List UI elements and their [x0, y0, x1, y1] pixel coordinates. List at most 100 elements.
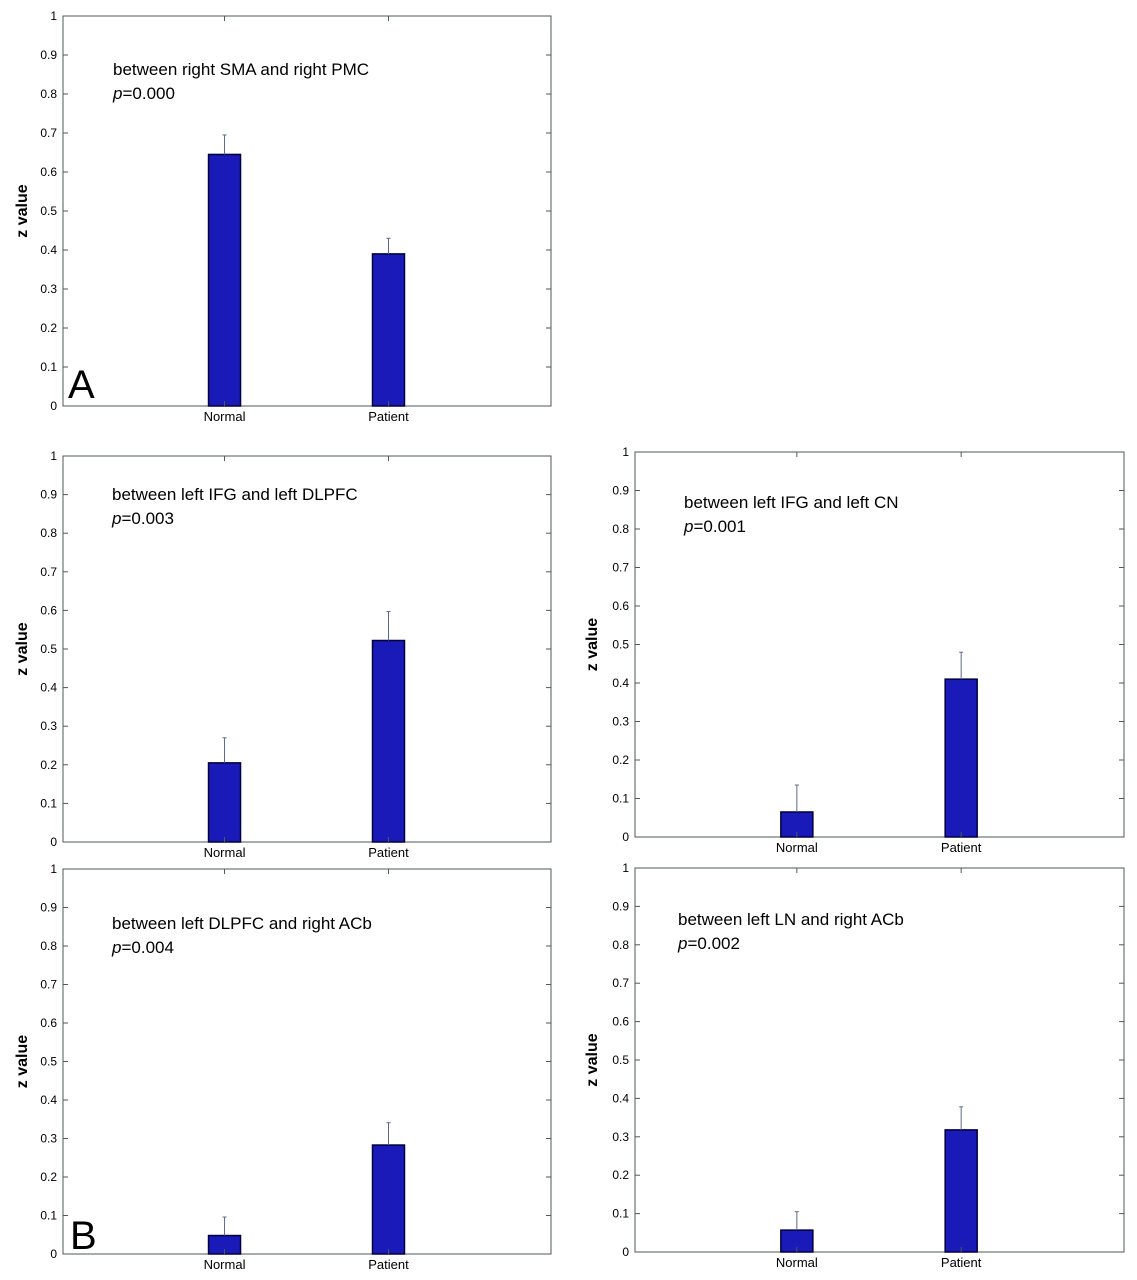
y-tick-label: 1 — [622, 445, 629, 459]
y-tick-label: 0.9 — [40, 488, 57, 502]
y-tick-label: 0.2 — [612, 1168, 629, 1182]
y-tick-label: 0.9 — [612, 484, 629, 498]
y-tick-label: 0.7 — [40, 978, 57, 992]
y-tick-label: 0.4 — [40, 681, 57, 695]
comparison-label: between left IFG and left CN — [684, 493, 899, 512]
y-tick-label: 0.5 — [40, 204, 57, 218]
bar-patient — [944, 1129, 978, 1253]
chart-panel-3: 0 0.1 0.2 0.3 0.4 0.5 0.6 0.7 0.8 0.9 1 Normal Patie… — [584, 445, 1125, 855]
y-axis-label: z value — [584, 618, 601, 671]
y-tick-label: 0.6 — [40, 603, 57, 617]
bar-normal — [207, 153, 242, 407]
y-tick-label: 0 — [622, 1245, 629, 1259]
y-tick-label: 0.2 — [40, 321, 57, 335]
y-tick-label: 0.8 — [40, 87, 57, 101]
x-tick-label: Normal — [776, 1255, 818, 1270]
comparison-label: between left LN and right ACb — [678, 910, 904, 929]
p-value-label: p=0.000 — [112, 84, 175, 103]
y-tick-label: 0 — [50, 835, 57, 849]
chart-panel-5: 0 0.1 0.2 0.3 0.4 0.5 0.6 0.7 0.8 0.9 1 Normal Patie… — [584, 861, 1125, 1270]
bar-patient — [371, 639, 406, 843]
y-tick-label: 0.6 — [612, 1015, 629, 1029]
p-value-label: p=0.004 — [111, 938, 174, 957]
y-tick-label: 0.4 — [40, 243, 57, 257]
y-tick-label: 0 — [50, 399, 57, 413]
x-tick-label: Patient — [941, 1255, 982, 1270]
x-tick-label: Normal — [204, 409, 246, 424]
y-tick-label: 0.5 — [40, 1055, 57, 1069]
p-symbol: p — [112, 84, 122, 103]
y-tick-label: 0.4 — [612, 1091, 629, 1105]
y-axis-label: z value — [14, 1035, 31, 1088]
y-tick-label: 0.6 — [40, 165, 57, 179]
y-tick-label: 0.7 — [612, 976, 629, 990]
p-value-label: p=0.002 — [677, 934, 740, 953]
y-tick-label: 0.4 — [40, 1093, 57, 1107]
y-tick-label: 1 — [622, 861, 629, 875]
p-symbol: p — [683, 517, 693, 536]
y-tick-label: 0.9 — [612, 899, 629, 913]
p-value: =0.003 — [121, 509, 173, 528]
y-axis-label: z value — [14, 622, 31, 675]
bar-patient — [371, 253, 406, 407]
y-tick-label: 0.8 — [612, 522, 629, 536]
y-tick-label: 1 — [50, 862, 57, 876]
p-value: =0.000 — [122, 84, 174, 103]
comparison-label: between right SMA and right PMC — [113, 60, 369, 79]
p-value-label: p=0.001 — [683, 517, 746, 536]
y-tick-label: 0.3 — [612, 1130, 629, 1144]
y-tick-label: 0 — [50, 1247, 57, 1261]
x-tick-label: Normal — [204, 845, 246, 860]
y-tick-label: 0 — [622, 830, 629, 844]
y-tick-label: 0.6 — [612, 599, 629, 613]
y-tick-label: 1 — [50, 9, 57, 23]
panel-label-a: A — [68, 363, 95, 407]
p-value: =0.001 — [693, 517, 745, 536]
y-tick-label: 0.3 — [612, 715, 629, 729]
y-tick-label: 0.1 — [40, 360, 57, 374]
bar-patient — [944, 678, 978, 838]
p-symbol: p — [111, 938, 121, 957]
y-tick-label: 0.9 — [40, 901, 57, 915]
y-tick-label: 0.8 — [40, 526, 57, 540]
comparison-label: between left DLPFC and right ACb — [112, 914, 372, 933]
p-symbol: p — [677, 934, 687, 953]
y-tick-label: 0.3 — [40, 1132, 57, 1146]
panel-label-b: B — [70, 1214, 97, 1258]
y-tick-label: 0.6 — [40, 1016, 57, 1030]
y-tick-label: 0.7 — [40, 126, 57, 140]
y-tick-label: 0.2 — [40, 758, 57, 772]
x-tick-label: Patient — [368, 1257, 409, 1272]
y-tick-label: 0.1 — [40, 796, 57, 810]
bar-patient — [371, 1144, 406, 1255]
y-tick-label: 0.1 — [40, 1209, 57, 1223]
y-tick-label: 0.8 — [40, 939, 57, 953]
y-tick-label: 0.1 — [612, 792, 629, 806]
p-symbol: p — [111, 509, 121, 528]
y-tick-label: 0.2 — [40, 1170, 57, 1184]
chart-panel-2: 0 0.1 0.2 0.3 0.4 0.5 0.6 0.7 0.8 0.9 1 Normal Patie… — [14, 449, 552, 860]
p-value: =0.004 — [121, 938, 173, 957]
comparison-label: between left IFG and left DLPFC — [112, 485, 358, 504]
y-tick-label: 0.4 — [612, 676, 629, 690]
x-tick-label: Patient — [941, 840, 982, 855]
x-tick-label: Patient — [368, 845, 409, 860]
y-tick-label: 0.7 — [40, 565, 57, 579]
y-tick-label: 0.9 — [40, 48, 57, 62]
y-tick-label: 0.5 — [612, 638, 629, 652]
y-tick-label: 0.3 — [40, 282, 57, 296]
chart-panel-4: 0 0.1 0.2 0.3 0.4 0.5 0.6 0.7 0.8 0.9 1 Normal Patie… — [14, 862, 552, 1272]
y-tick-label: 0.7 — [612, 561, 629, 575]
x-tick-label: Normal — [204, 1257, 246, 1272]
y-tick-label: 0.5 — [612, 1053, 629, 1067]
p-value-label: p=0.003 — [111, 509, 174, 528]
y-tick-label: 0.1 — [612, 1207, 629, 1221]
y-tick-label: 0.5 — [40, 642, 57, 656]
y-tick-label: 1 — [50, 449, 57, 463]
y-tick-label: 0.8 — [612, 938, 629, 952]
chart-panel-1: 0 0.1 0.2 0.3 0.4 0.5 0.6 0.7 0.8 0.9 1 Normal Patie… — [14, 9, 552, 424]
y-axis-label: z value — [14, 184, 31, 237]
y-axis-label: z value — [584, 1033, 601, 1086]
y-tick-label: 0.2 — [612, 753, 629, 767]
